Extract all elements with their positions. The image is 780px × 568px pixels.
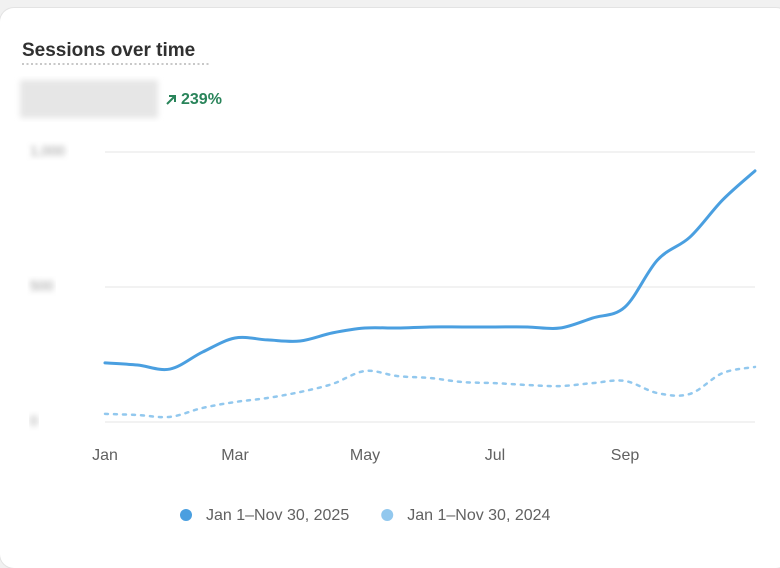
y-tick-label: 1,000 [30, 143, 65, 159]
page: Sessions over time 239% 0 500 1,000 Jan Mar M… [0, 8, 780, 568]
up-arrow [166, 95, 176, 105]
series-line [103, 365, 757, 419]
x-tick-label: Jul [485, 447, 505, 464]
x-tick-label: Sep [611, 447, 640, 464]
x-tick-label: May [350, 447, 380, 464]
legend-label: Jan 1–Nov 30, 2024 [407, 507, 550, 524]
legend-swatch [381, 509, 394, 521]
series-line [103, 169, 757, 372]
chart-title[interactable]: Sessions over time [22, 40, 195, 61]
blurred-total [20, 80, 158, 118]
chart: Sessions over time 239% 0 500 1,000 Jan Mar M… [20, 40, 757, 524]
change-percent: 239% [181, 91, 222, 108]
legend-swatch [180, 509, 192, 521]
x-tick-label: Mar [221, 447, 249, 464]
y-tick-label: 500 [30, 278, 54, 294]
x-tick-label: Jan [92, 447, 118, 464]
y-tick-label: 0 [30, 413, 38, 429]
legend-label: Jan 1–Nov 30, 2025 [206, 507, 349, 524]
